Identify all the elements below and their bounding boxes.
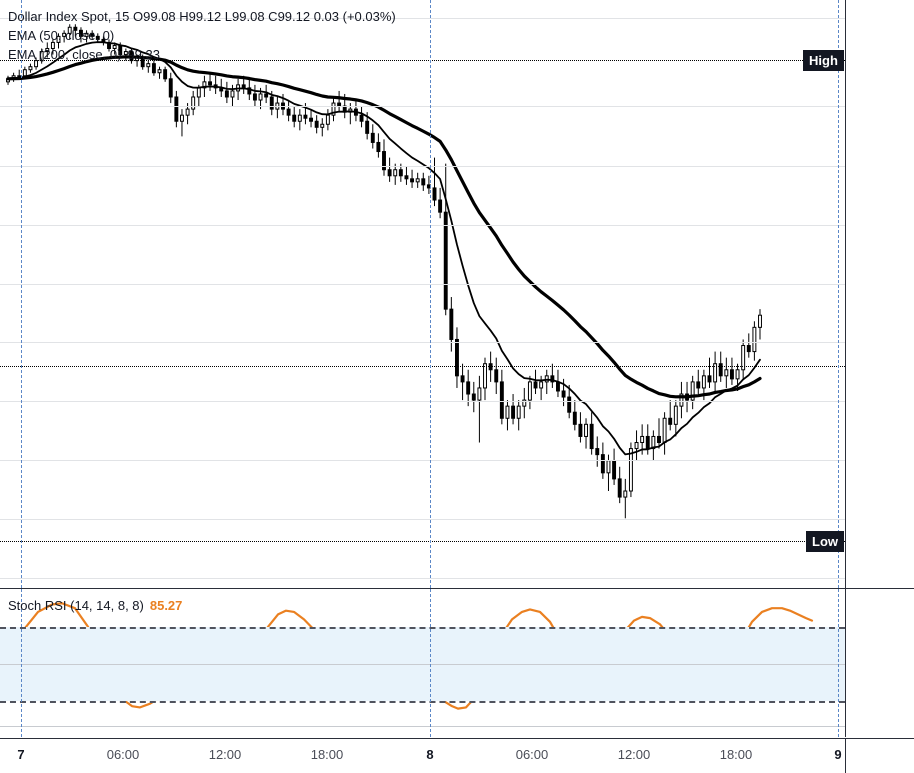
high-marker-tag: High [803,50,844,71]
price-chart-panel[interactable]: Dollar Index Spot, 15 O99.08 H99.12 L99.… [0,0,914,588]
price-axis-divider [845,0,846,588]
legend-ema200-label: EMA (200, close, 0) [8,47,122,62]
stoch-session-divider-day8 [430,589,431,737]
session-divider-day9 [838,0,839,588]
session-divider-day7 [21,0,22,588]
stoch-session-divider-day9 [838,589,839,737]
time-label-1800-b: 18:00 [719,747,753,762]
price-axis[interactable]: 100.20 100.00 99.80 99.60 99.40 99.20 99… [845,0,914,588]
legend-ema50-label: EMA (50, close, 0) [8,28,115,43]
time-label-day8: 8 [426,747,434,762]
legend-stoch-label: Stoch RSI (14, 14, 8, 8) [8,598,144,613]
gridline-98-60 [0,519,845,520]
last-price-level-line [0,366,845,367]
stoch-overbought-line [0,627,845,629]
gridline-98-80 [0,460,845,461]
legend-symbol-ohlc[interactable]: Dollar Index Spot, 15 O99.08 H99.12 L99.… [8,9,396,24]
legend-ema200-value: 99.33 [127,47,160,62]
legend-ema200[interactable]: EMA (200, close, 0) 99.33 [8,47,160,62]
time-label-1200-b: 12:00 [617,747,651,762]
time-axis-top-border [0,738,914,739]
legend-stoch-rsi[interactable]: Stoch RSI (14, 14, 8, 8) 85.27 [8,598,182,613]
legend-stoch-value: 85.27 [149,598,183,613]
gridline-100-20 [0,18,845,19]
low-level-line [0,541,845,542]
gridline-99-60 [0,225,845,226]
panel-separator[interactable] [0,588,914,589]
gridline-98-40 [0,578,845,579]
low-marker-label: Low [812,534,838,549]
high-marker-label: High [809,53,838,68]
price-plot-area[interactable] [0,0,845,588]
legend-ema50[interactable]: EMA (50, close, 0) [8,28,114,43]
time-axis-divider [845,738,846,773]
session-divider-day8 [430,0,431,588]
low-marker-tag: Low [806,531,844,552]
stoch-axis-divider [845,589,846,737]
stoch-axis[interactable]: 80.00 40.00 0.00 [845,589,914,737]
stoch-rsi-panel[interactable]: Stoch RSI (14, 14, 8, 8) 85.27 80.00 40.0… [0,589,914,737]
time-label-day9: 9 [834,747,842,762]
legend-main-text: Dollar Index Spot, 15 O99.08 H99.12 L99.… [8,9,396,24]
time-label-day7: 7 [17,747,25,762]
time-label-1200-a: 12:00 [208,747,242,762]
gridline-100-00 [0,106,845,107]
time-label-1800-a: 18:00 [310,747,344,762]
stoch-gridline-40 [0,664,845,665]
time-label-0600-a: 06:00 [106,747,140,762]
time-axis[interactable]: 7 06:00 12:00 18:00 8 06:00 12:00 18:00 … [0,738,914,773]
gridline-99-20 [0,342,845,343]
gridline-99-80 [0,166,845,167]
stoch-plot-area[interactable] [0,589,845,737]
candlestick-series [6,24,762,519]
time-label-0600-b: 06:00 [515,747,549,762]
gridline-99-00 [0,401,845,402]
stoch-oversold-line [0,701,845,703]
high-level-line [0,60,845,61]
gridline-99-40 [0,284,845,285]
stoch-session-divider-day7 [21,589,22,737]
stoch-gridline-0 [0,726,845,727]
